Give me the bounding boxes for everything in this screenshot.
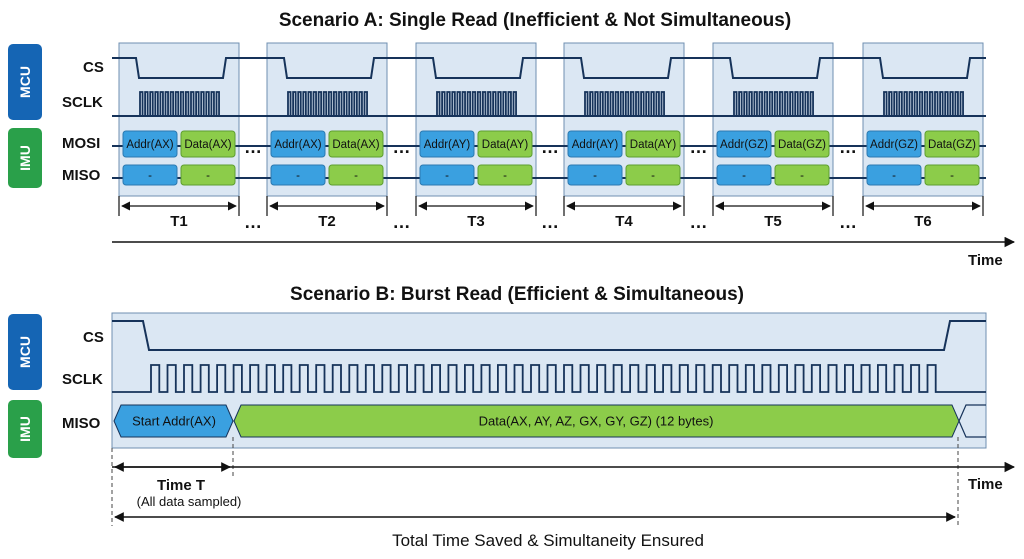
mosi-data-text: Data(AY) bbox=[630, 139, 677, 151]
mosi-data-text: Data(GZ) bbox=[778, 139, 826, 151]
mosi-data-text: Data(AX) bbox=[184, 139, 231, 151]
period-label: T5 bbox=[764, 213, 782, 230]
ellipsis-mosi: … bbox=[393, 137, 411, 157]
miso-data-text: - bbox=[354, 170, 358, 182]
mosi-addr-text: Addr(AY) bbox=[424, 139, 471, 151]
mosi-addr-text: Addr(GZ) bbox=[870, 139, 918, 151]
miso-addr-text: - bbox=[296, 170, 300, 182]
mosi-data-text: Data(AY) bbox=[482, 139, 529, 151]
cs-label-b: CS bbox=[83, 329, 104, 346]
miso-label-b: MISO bbox=[62, 415, 101, 432]
miso-data-text: - bbox=[950, 170, 954, 182]
ellipsis-mosi: … bbox=[244, 137, 262, 157]
period-label: T3 bbox=[467, 213, 485, 230]
period-label: T2 bbox=[318, 213, 336, 230]
scenario-b-title: Scenario B: Burst Read (Efficient & Simu… bbox=[290, 284, 744, 305]
period-label: T1 bbox=[170, 213, 188, 230]
mcu-text-a: MCU bbox=[17, 66, 33, 98]
miso-addr-text: - bbox=[148, 170, 152, 182]
ellipsis-mosi: … bbox=[839, 137, 857, 157]
mosi-addr-text: Addr(AX) bbox=[274, 139, 321, 151]
scenario-a-transactions bbox=[119, 43, 983, 196]
miso-addr-text: - bbox=[742, 170, 746, 182]
timing-diagram: Scenario A: Single Read (Inefficient & N… bbox=[0, 0, 1024, 559]
miso-data-text: - bbox=[651, 170, 655, 182]
ellipsis-period: … bbox=[393, 212, 411, 232]
miso-label-a: MISO bbox=[62, 167, 101, 184]
miso-data-text: - bbox=[800, 170, 804, 182]
ellipsis-period: … bbox=[541, 212, 559, 232]
time-t-note: (All data sampled) bbox=[137, 494, 242, 509]
time-label-a: Time bbox=[968, 252, 1003, 269]
time-label-b: Time bbox=[968, 476, 1003, 493]
mosi-addr-text: Addr(GZ) bbox=[720, 139, 768, 151]
mcu-side-label-a: MCU bbox=[8, 44, 42, 120]
imu-side-label-a: IMU bbox=[8, 128, 42, 188]
total-time-label: Total Time Saved & Simultaneity Ensured bbox=[392, 531, 704, 550]
cs-label-a: CS bbox=[83, 59, 104, 76]
imu-text-a: IMU bbox=[17, 145, 33, 171]
miso-addr-text: - bbox=[892, 170, 896, 182]
imu-side-label-b: IMU bbox=[8, 400, 42, 458]
mosi-addr-text: Addr(AY) bbox=[572, 139, 619, 151]
time-t-label: Time T bbox=[157, 477, 205, 494]
cs-waveform-a bbox=[112, 58, 986, 78]
mosi-data-text: Data(GZ) bbox=[928, 139, 976, 151]
ellipsis-period: … bbox=[690, 212, 708, 232]
start-addr-text: Start Addr(AX) bbox=[132, 414, 216, 429]
ellipsis-mosi: … bbox=[541, 137, 559, 157]
sclk-label-a: SCLK bbox=[62, 94, 103, 111]
ellipsis-period: … bbox=[244, 212, 262, 232]
mcu-text-b: MCU bbox=[17, 336, 33, 368]
scenario-a-title: Scenario A: Single Read (Inefficient & N… bbox=[279, 10, 791, 31]
imu-text-b: IMU bbox=[17, 416, 33, 442]
ellipsis-mosi: … bbox=[690, 137, 708, 157]
burst-data-text: Data(AX, AY, AZ, GX, GY, GZ) (12 bytes) bbox=[479, 414, 714, 429]
period-label: T6 bbox=[914, 213, 932, 230]
miso-addr-text: - bbox=[445, 170, 449, 182]
miso-data-text: - bbox=[503, 170, 507, 182]
miso-addr-text: - bbox=[593, 170, 597, 182]
mosi-addr-text: Addr(AX) bbox=[126, 139, 173, 151]
ellipsis-period: … bbox=[839, 212, 857, 232]
period-label: T4 bbox=[615, 213, 633, 230]
mcu-side-label-b: MCU bbox=[8, 314, 42, 390]
miso-data-text: - bbox=[206, 170, 210, 182]
mosi-label-a: MOSI bbox=[62, 135, 100, 152]
sclk-label-b: SCLK bbox=[62, 371, 103, 388]
mosi-data-text: Data(AX) bbox=[332, 139, 379, 151]
